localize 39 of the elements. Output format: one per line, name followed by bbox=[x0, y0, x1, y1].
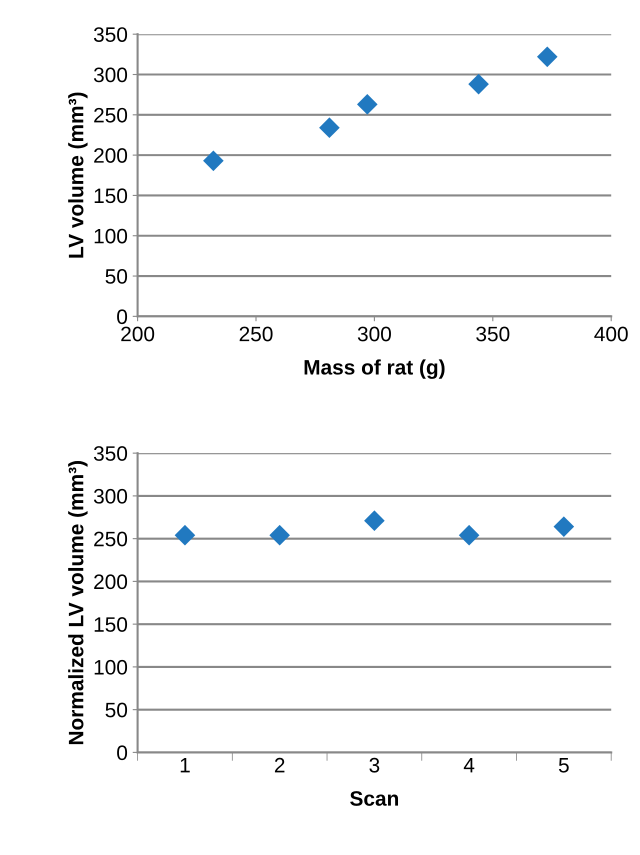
y-tick-label: 0 bbox=[117, 745, 128, 760]
point bbox=[364, 510, 385, 531]
y-tick-label: 350 bbox=[94, 27, 128, 42]
x-tick-label: 3 bbox=[369, 758, 380, 773]
x-tick-label: 1 bbox=[180, 758, 190, 772]
point bbox=[554, 516, 574, 537]
y-axis-title: LV volume (mm³) bbox=[68, 92, 88, 258]
point bbox=[536, 46, 558, 68]
y-tick-label: 50 bbox=[106, 702, 128, 718]
x-tick-label: 5 bbox=[558, 758, 569, 773]
x-tick-label: 4 bbox=[464, 758, 474, 772]
y-axis-title: Normalized LV volume (mm³) bbox=[68, 461, 88, 744]
y-tick-label: 300 bbox=[94, 68, 128, 82]
y-tick-label: 0 bbox=[117, 309, 128, 324]
y-tick-label: 100 bbox=[94, 660, 128, 675]
y-tick-label: 250 bbox=[94, 532, 128, 546]
x-axis-title: Mass of rat (g) bbox=[304, 359, 445, 379]
x-tick-label: 350 bbox=[476, 326, 510, 342]
point bbox=[468, 74, 489, 94]
point bbox=[203, 150, 224, 172]
y-tick-label: 150 bbox=[94, 188, 128, 204]
y-tick-label: 200 bbox=[94, 574, 128, 590]
point bbox=[458, 524, 480, 546]
point bbox=[269, 524, 290, 546]
y-tick-label: 200 bbox=[94, 148, 128, 163]
point bbox=[174, 524, 196, 546]
y-tick-label: 300 bbox=[94, 488, 128, 504]
y-tick-label: 100 bbox=[94, 228, 128, 244]
y-tick-label: 250 bbox=[94, 108, 128, 123]
x-tick-label: 400 bbox=[594, 326, 628, 342]
x-axis-title: Scan bbox=[350, 791, 398, 806]
x-tick-label: 250 bbox=[240, 326, 273, 342]
y-tick-label: 350 bbox=[94, 446, 128, 461]
x-tick-label: 2 bbox=[274, 758, 284, 772]
y-tick-label: 50 bbox=[106, 269, 128, 284]
point bbox=[319, 117, 340, 138]
y-tick-label: 150 bbox=[94, 617, 128, 632]
x-tick-label: 300 bbox=[358, 326, 391, 342]
point bbox=[356, 94, 378, 115]
